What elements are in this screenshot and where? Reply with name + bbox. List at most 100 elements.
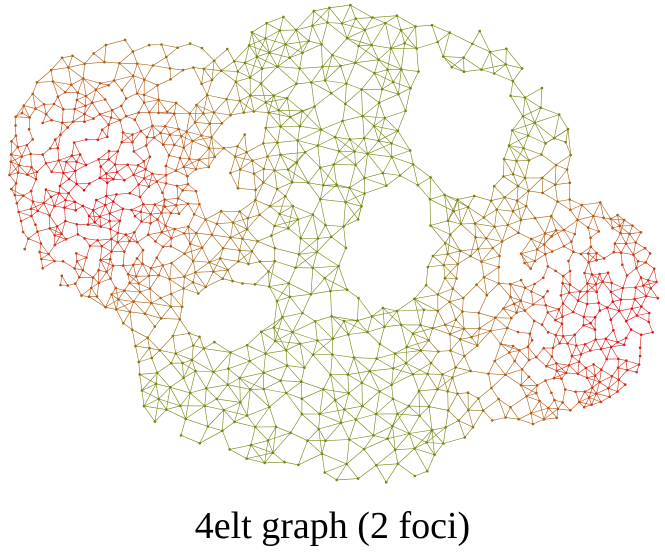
mesh-node — [515, 199, 519, 202]
mesh-edge — [378, 140, 392, 144]
mesh-edge — [562, 336, 568, 344]
mesh-edge — [546, 366, 557, 371]
mesh-edge — [554, 399, 563, 403]
mesh-edge — [180, 392, 191, 406]
mesh-edge — [93, 44, 107, 54]
mesh-edge — [387, 433, 410, 439]
mesh-edge — [375, 391, 380, 415]
mesh-edge — [68, 55, 73, 68]
mesh-edge — [595, 339, 602, 350]
mesh-edge — [518, 412, 532, 420]
mesh-edge — [492, 247, 500, 257]
mesh-edge — [227, 377, 240, 385]
mesh-edge — [591, 274, 603, 282]
mesh-edge — [124, 290, 141, 293]
mesh-edge — [133, 174, 139, 185]
mesh-edge — [645, 288, 651, 297]
mesh-edge — [147, 337, 150, 349]
mesh-edge — [396, 309, 424, 312]
mesh-edge — [527, 333, 531, 347]
mesh-edge — [14, 194, 24, 196]
mesh-edge — [492, 241, 503, 249]
mesh-edge — [379, 93, 399, 103]
mesh-node — [450, 65, 454, 69]
mesh-node — [182, 232, 186, 235]
mesh-edge — [554, 399, 559, 410]
mesh-edge — [273, 300, 278, 328]
mesh-edge — [393, 81, 411, 89]
mesh-node — [587, 261, 590, 264]
mesh-edge — [166, 387, 171, 410]
mesh-edge — [463, 57, 482, 70]
mesh-edge — [119, 51, 134, 64]
mesh-node — [229, 113, 232, 117]
mesh-edge — [594, 310, 601, 318]
mesh-edge — [329, 4, 351, 9]
mesh-edge — [520, 205, 527, 221]
mesh-node — [505, 47, 508, 51]
mesh-edge — [274, 225, 289, 229]
mesh-edge — [573, 251, 581, 255]
mesh-edge — [91, 89, 97, 103]
mesh-edge — [361, 89, 363, 117]
mesh-edge — [517, 331, 530, 334]
mesh-edge — [543, 266, 549, 278]
mesh-edge — [464, 355, 471, 372]
mesh-edge — [379, 326, 385, 345]
mesh-node — [357, 44, 360, 48]
mesh-node — [488, 50, 492, 54]
mesh-edge — [278, 110, 291, 118]
mesh-edge — [261, 331, 276, 342]
mesh-edge — [619, 299, 622, 311]
mesh-edge — [274, 213, 280, 227]
mesh-node — [311, 266, 315, 270]
mesh-edge — [391, 374, 413, 386]
mesh-edge — [14, 195, 18, 204]
mesh-edge — [147, 326, 156, 338]
mesh-node — [264, 37, 267, 40]
mesh-edge — [248, 45, 270, 53]
mesh-node — [124, 97, 128, 100]
mesh-node — [29, 189, 33, 193]
mesh-edge — [445, 324, 465, 330]
mesh-edge — [195, 370, 214, 373]
mesh-node — [169, 305, 173, 308]
mesh-edge — [509, 350, 520, 353]
mesh-node — [91, 208, 95, 212]
mesh-node — [202, 112, 205, 115]
mesh-node — [296, 139, 300, 142]
mesh-edge — [554, 184, 558, 202]
mesh-edge — [286, 98, 303, 112]
mesh-node — [157, 397, 160, 401]
mesh-edge — [449, 32, 473, 45]
mesh-node — [597, 230, 600, 233]
mesh-edge — [635, 277, 642, 288]
mesh-edge — [199, 336, 205, 349]
mesh-edge — [596, 258, 605, 261]
mesh-edge — [507, 211, 514, 226]
mesh-node — [107, 149, 111, 153]
mesh-node — [377, 139, 381, 142]
mesh-edge — [213, 352, 231, 373]
mesh-edge — [346, 18, 356, 39]
mesh-node — [210, 233, 214, 237]
mesh-edge — [565, 389, 576, 393]
mesh-edge — [150, 257, 157, 269]
mesh-edge — [248, 45, 258, 57]
mesh-node — [609, 217, 613, 221]
mesh-edge — [299, 106, 315, 127]
mesh-edge — [164, 113, 175, 127]
mesh-edge — [447, 220, 451, 235]
mesh-edge — [259, 205, 271, 216]
mesh-edge — [179, 157, 185, 168]
mesh-node — [570, 240, 573, 243]
mesh-edge — [183, 140, 193, 148]
mesh-node — [416, 183, 420, 187]
mesh-node — [138, 373, 141, 376]
mesh-node — [618, 309, 621, 313]
mesh-edge — [625, 329, 632, 339]
mesh-node — [263, 461, 267, 465]
mesh-node — [9, 160, 13, 163]
mesh-edge — [192, 247, 203, 262]
mesh-edge — [542, 177, 556, 185]
